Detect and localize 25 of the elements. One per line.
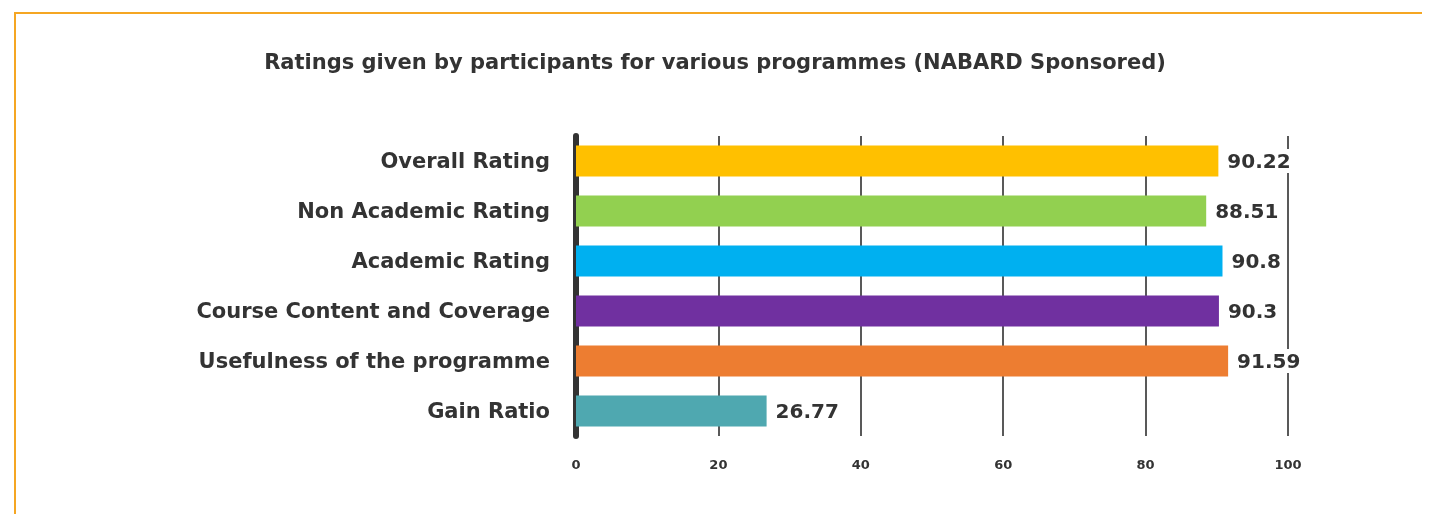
- data-label: 90.8: [1231, 249, 1281, 273]
- x-tick-label: 40: [851, 457, 870, 472]
- y-tick-label: Gain Ratio: [427, 399, 550, 423]
- y-tick-label: Academic Rating: [351, 249, 550, 273]
- y-tick-label: Usefulness of the programme: [198, 349, 550, 373]
- y-tick-label: Course Content and Coverage: [196, 299, 550, 323]
- bar: [576, 145, 1219, 177]
- data-label: 26.77: [775, 399, 839, 423]
- bar: [576, 195, 1207, 227]
- bar: [576, 245, 1223, 277]
- data-label: 88.51: [1215, 199, 1279, 223]
- data-label: 90.22: [1227, 149, 1291, 173]
- bar: [576, 345, 1229, 377]
- x-tick-label: 0: [571, 457, 581, 472]
- x-tick-label: 80: [1136, 457, 1155, 472]
- y-tick-label: Non Academic Rating: [297, 199, 550, 223]
- chart-title: Ratings given by participants for various programmes (NABARD Sponsored): [264, 49, 1166, 74]
- x-tick-label: 100: [1274, 457, 1302, 472]
- data-label: 91.59: [1237, 349, 1301, 373]
- bar: [576, 395, 767, 427]
- x-tick-label: 20: [709, 457, 728, 472]
- x-tick-label: 60: [994, 457, 1013, 472]
- data-label: 90.3: [1227, 299, 1278, 323]
- bar: [576, 295, 1219, 327]
- y-tick-label: Overall Rating: [380, 149, 550, 173]
